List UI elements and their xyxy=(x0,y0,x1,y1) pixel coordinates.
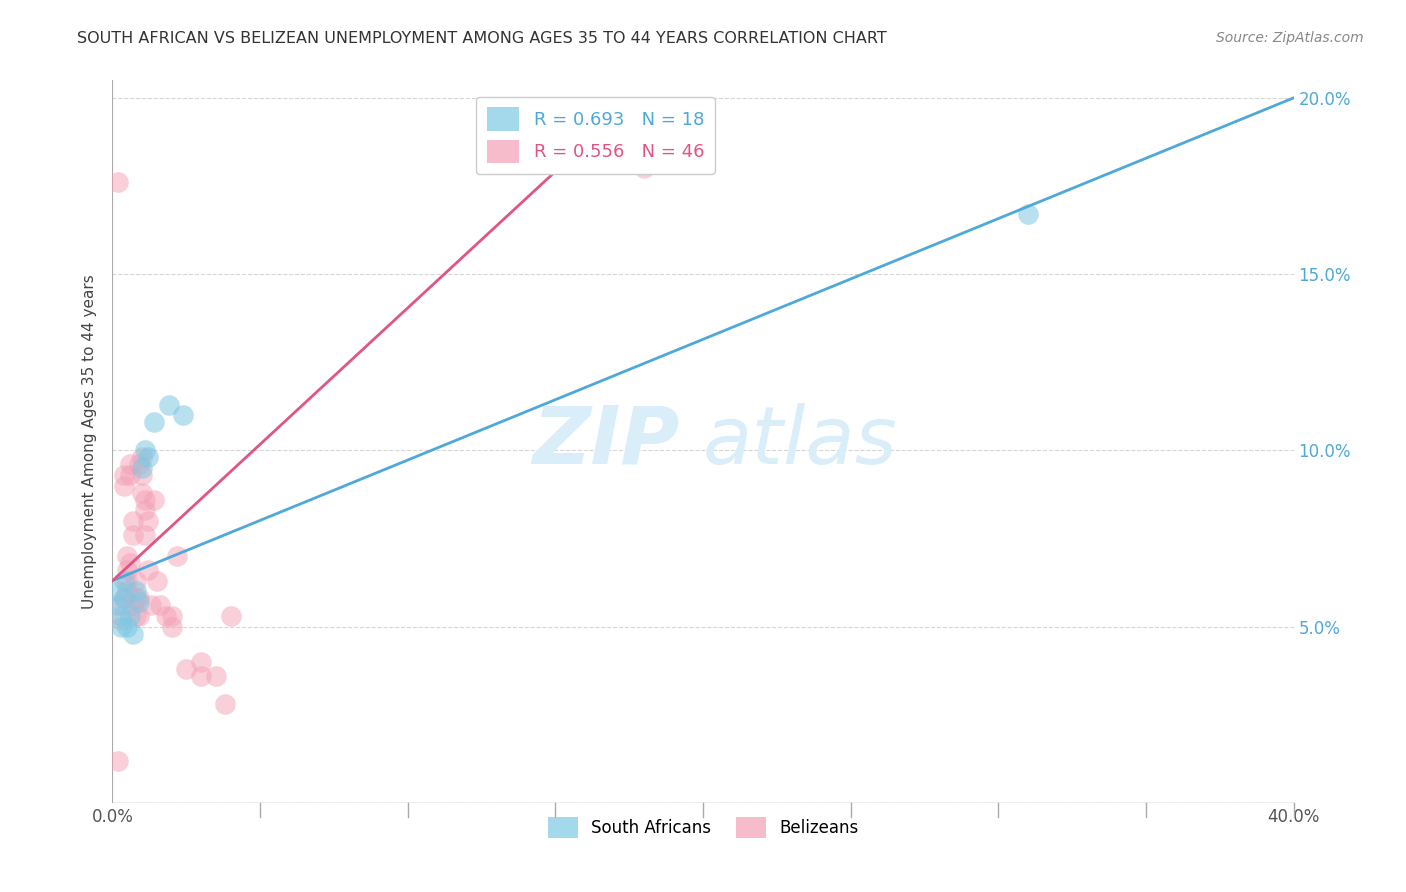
Point xyxy=(122,599,145,613)
Point xyxy=(112,591,135,606)
Point xyxy=(122,528,145,542)
Point xyxy=(112,468,135,483)
Point xyxy=(214,697,236,711)
Point xyxy=(110,599,132,613)
Point xyxy=(136,563,159,577)
Point xyxy=(107,599,129,613)
Point xyxy=(120,468,142,483)
Text: atlas: atlas xyxy=(703,402,898,481)
Point xyxy=(160,609,183,624)
Legend: South Africans, Belizeans: South Africans, Belizeans xyxy=(541,810,865,845)
Text: ZIP: ZIP xyxy=(531,402,679,481)
Point xyxy=(120,556,142,570)
Point xyxy=(131,468,153,483)
Point xyxy=(117,574,138,588)
Point xyxy=(125,591,148,606)
Point xyxy=(117,584,138,599)
Point xyxy=(205,669,228,683)
Point xyxy=(120,609,142,624)
Point xyxy=(128,595,150,609)
Point xyxy=(1017,207,1039,221)
Point xyxy=(146,574,169,588)
Point xyxy=(166,549,188,563)
Point xyxy=(125,584,148,599)
Point xyxy=(128,458,150,472)
Point xyxy=(136,450,159,465)
Y-axis label: Unemployment Among Ages 35 to 44 years: Unemployment Among Ages 35 to 44 years xyxy=(82,274,97,609)
Point xyxy=(142,492,165,507)
Point xyxy=(149,599,172,613)
Text: SOUTH AFRICAN VS BELIZEAN UNEMPLOYMENT AMONG AGES 35 TO 44 YEARS CORRELATION CHA: SOUTH AFRICAN VS BELIZEAN UNEMPLOYMENT A… xyxy=(77,31,887,46)
Point xyxy=(131,461,153,475)
Point xyxy=(155,609,177,624)
Point xyxy=(117,563,138,577)
Point xyxy=(190,669,212,683)
Point xyxy=(134,503,156,517)
Point xyxy=(131,485,153,500)
Point xyxy=(107,176,129,190)
Point xyxy=(174,662,197,676)
Point xyxy=(139,599,162,613)
Point xyxy=(172,408,194,422)
Point xyxy=(110,613,132,627)
Point xyxy=(110,609,132,624)
Point xyxy=(110,619,132,633)
Point xyxy=(633,161,655,176)
Point xyxy=(160,619,183,633)
Point xyxy=(131,450,153,465)
Point xyxy=(107,754,129,768)
Point xyxy=(117,549,138,563)
Point xyxy=(134,443,156,458)
Point xyxy=(117,619,138,633)
Point xyxy=(134,528,156,542)
Point xyxy=(120,458,142,472)
Point xyxy=(125,574,148,588)
Point xyxy=(107,584,129,599)
Text: Source: ZipAtlas.com: Source: ZipAtlas.com xyxy=(1216,31,1364,45)
Point xyxy=(157,398,180,412)
Point xyxy=(122,626,145,640)
Point xyxy=(112,574,135,588)
Point xyxy=(128,591,150,606)
Point xyxy=(136,514,159,528)
Point xyxy=(142,415,165,429)
Point xyxy=(134,492,156,507)
Point xyxy=(112,591,135,606)
Point xyxy=(128,609,150,624)
Point xyxy=(122,514,145,528)
Point xyxy=(219,609,242,624)
Point xyxy=(125,609,148,624)
Point xyxy=(112,478,135,492)
Point xyxy=(190,655,212,669)
